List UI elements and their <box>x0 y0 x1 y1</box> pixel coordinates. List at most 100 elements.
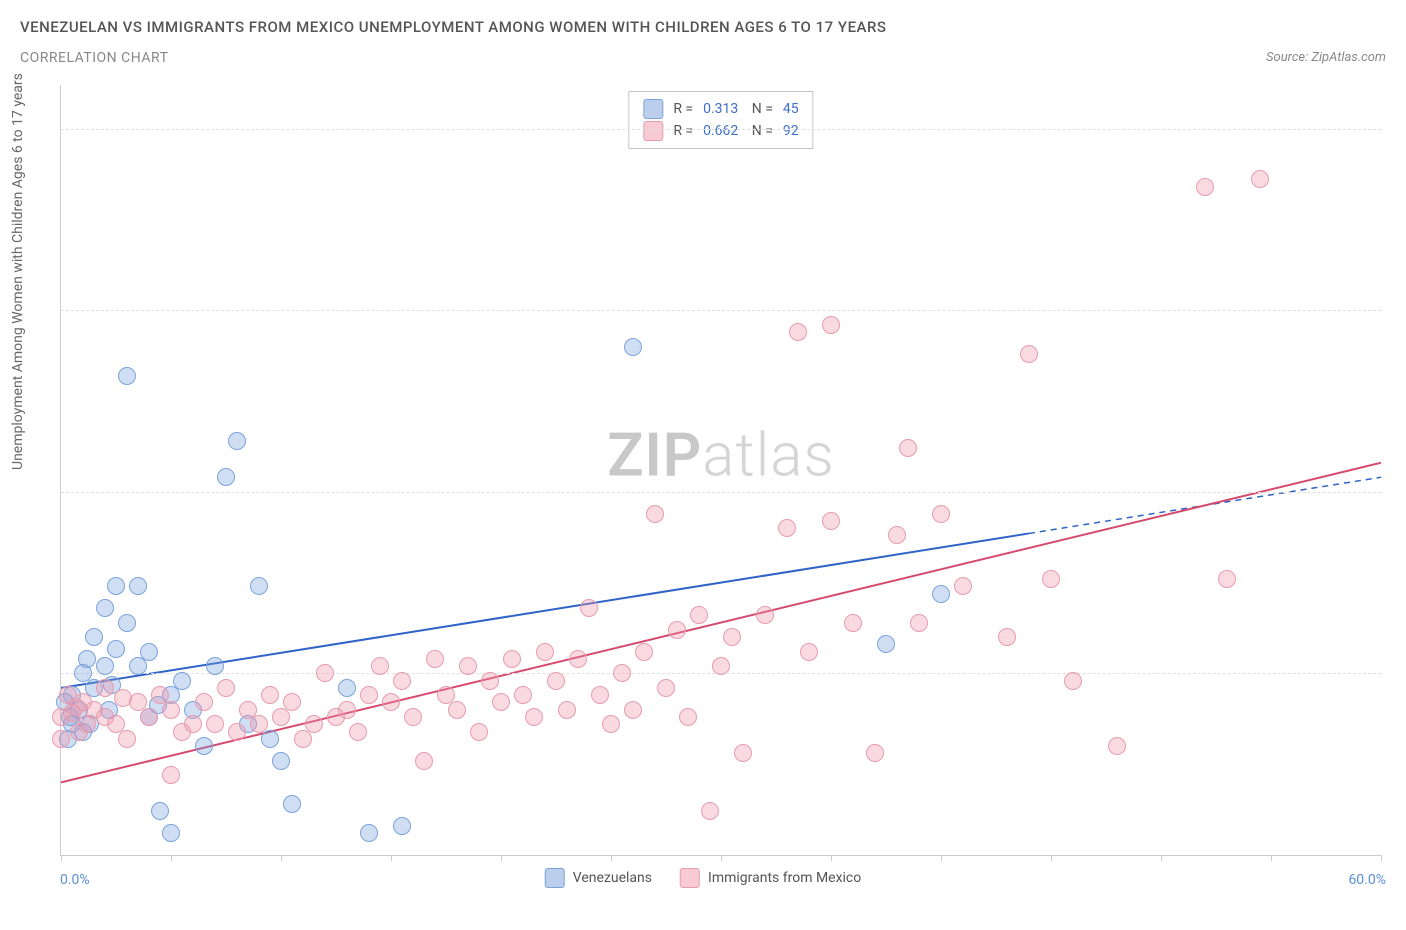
data-point <box>283 795 301 813</box>
data-point <box>404 708 422 726</box>
data-point <box>547 672 565 690</box>
scatter-plot: ZIPatlas R = 0.313 N = 45 R = 0.662 N = … <box>60 85 1381 856</box>
swatch-immigrants-icon <box>643 121 663 141</box>
data-point <box>536 643 554 661</box>
data-point <box>1020 345 1038 363</box>
data-point <box>448 701 466 719</box>
series-legend: Venezuelans Immigrants from Mexico <box>545 868 862 888</box>
data-point <box>349 723 367 741</box>
data-point <box>96 599 114 617</box>
data-point <box>712 657 730 675</box>
data-point <box>844 614 862 632</box>
data-point <box>360 686 378 704</box>
data-point <box>822 512 840 530</box>
data-point <box>1196 178 1214 196</box>
n-value: 45 <box>783 98 799 120</box>
x-tick <box>171 855 172 861</box>
data-point <box>316 664 334 682</box>
data-point <box>690 606 708 624</box>
gridline <box>61 129 1381 130</box>
swatch-venezuelans-icon <box>545 868 565 888</box>
x-tick <box>61 855 62 861</box>
data-point <box>96 679 114 697</box>
x-tick <box>1381 855 1382 861</box>
n-label: N = <box>748 120 773 142</box>
data-point <box>140 643 158 661</box>
data-point <box>217 468 235 486</box>
data-point <box>415 752 433 770</box>
data-point <box>162 701 180 719</box>
data-point <box>338 701 356 719</box>
data-point <box>184 715 202 733</box>
data-point <box>195 737 213 755</box>
data-point <box>52 730 70 748</box>
data-point <box>514 686 532 704</box>
x-tick <box>831 855 832 861</box>
watermark: ZIPatlas <box>607 419 835 490</box>
legend-item-immigrants: Immigrants from Mexico <box>680 868 861 888</box>
data-point <box>250 715 268 733</box>
data-point <box>569 650 587 668</box>
data-point <box>272 752 290 770</box>
data-point <box>338 679 356 697</box>
data-point <box>261 730 279 748</box>
data-point <box>866 744 884 762</box>
r-label: R = <box>673 120 693 142</box>
swatch-venezuelans-icon <box>643 99 663 119</box>
data-point <box>261 686 279 704</box>
data-point <box>283 693 301 711</box>
data-point <box>1064 672 1082 690</box>
data-point <box>85 628 103 646</box>
r-value: 0.313 <box>703 98 738 120</box>
data-point <box>822 316 840 334</box>
data-point <box>932 505 950 523</box>
data-point <box>360 824 378 842</box>
data-point <box>998 628 1016 646</box>
data-point <box>228 723 246 741</box>
gridline <box>61 492 1381 493</box>
data-point <box>778 519 796 537</box>
data-point <box>701 802 719 820</box>
source-attribution: Source: ZipAtlas.com <box>1266 50 1386 65</box>
data-point <box>481 672 499 690</box>
data-point <box>382 693 400 711</box>
chart-subtitle: CORRELATION CHART <box>20 50 168 66</box>
r-value: 0.662 <box>703 120 738 142</box>
x-tick <box>501 855 502 861</box>
data-point <box>624 701 642 719</box>
data-point <box>888 526 906 544</box>
data-point <box>613 664 631 682</box>
data-point <box>107 640 125 658</box>
data-point <box>173 672 191 690</box>
data-point <box>129 577 147 595</box>
x-tick <box>941 855 942 861</box>
x-axis-min-label: 0.0% <box>60 872 90 888</box>
data-point <box>393 817 411 835</box>
data-point <box>558 701 576 719</box>
data-point <box>78 650 96 668</box>
data-point <box>602 715 620 733</box>
data-point <box>723 628 741 646</box>
data-point <box>668 621 686 639</box>
data-point <box>492 693 510 711</box>
data-point <box>426 650 444 668</box>
chart-title: VENEZUELAN VS IMMIGRANTS FROM MEXICO UNE… <box>20 18 887 36</box>
data-point <box>250 577 268 595</box>
r-label: R = <box>673 98 693 120</box>
data-point <box>756 606 774 624</box>
data-point <box>580 599 598 617</box>
legend-label: Venezuelans <box>573 870 652 886</box>
data-point <box>679 708 697 726</box>
data-point <box>459 657 477 675</box>
trend-lines <box>61 85 1381 855</box>
data-point <box>877 635 895 653</box>
data-point <box>151 802 169 820</box>
data-point <box>206 657 224 675</box>
data-point <box>206 715 224 733</box>
y-axis-label: Unemployment Among Women with Children A… <box>10 73 26 470</box>
n-label: N = <box>748 98 773 120</box>
stats-legend-row: R = 0.662 N = 92 <box>643 120 798 142</box>
stats-legend-row: R = 0.313 N = 45 <box>643 98 798 120</box>
data-point <box>1218 570 1236 588</box>
data-point <box>1042 570 1060 588</box>
